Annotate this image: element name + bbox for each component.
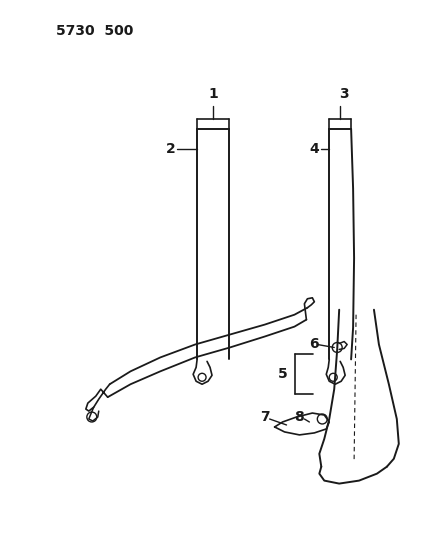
Text: 8: 8 [295,410,304,424]
Text: 3: 3 [339,87,349,101]
Text: 6: 6 [309,337,319,351]
Text: 2: 2 [166,142,175,156]
Text: 1: 1 [208,87,218,101]
Text: 7: 7 [260,410,269,424]
Text: 5730  500: 5730 500 [56,23,133,38]
Text: 4: 4 [310,142,319,156]
Text: 5: 5 [278,367,287,381]
